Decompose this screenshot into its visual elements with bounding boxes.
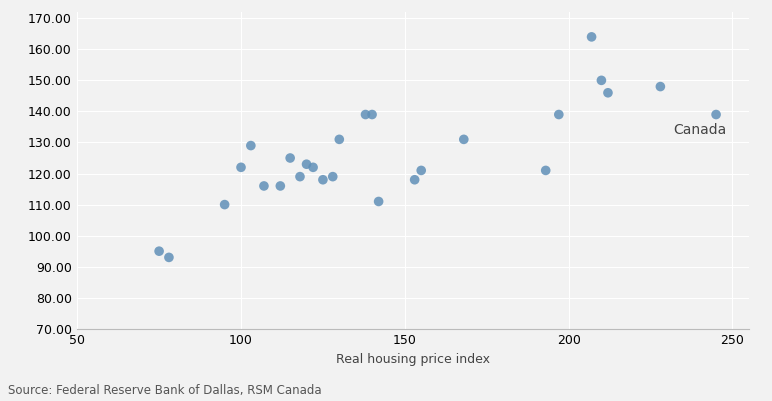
Point [284,155,296,161]
Point [153,248,165,254]
Point [595,77,608,83]
Point [366,111,378,118]
Point [163,254,175,261]
Point [218,201,231,208]
Point [300,161,313,168]
Point [540,167,552,174]
Point [294,173,306,180]
Point [553,111,565,118]
Point [654,83,666,90]
Text: Source: Federal Reserve Bank of Dallas, RSM Canada: Source: Federal Reserve Bank of Dallas, … [8,384,321,397]
Point [235,164,247,170]
Point [317,176,329,183]
Text: Canada: Canada [673,123,726,137]
Point [334,136,346,143]
Point [415,167,428,174]
Point [307,164,320,170]
Point [258,183,270,189]
Point [274,183,286,189]
Point [710,111,723,118]
X-axis label: Real housing price index: Real housing price index [336,353,490,366]
Point [458,136,470,143]
Point [372,198,384,205]
Point [327,173,339,180]
Point [359,111,371,118]
Point [245,142,257,149]
Point [602,89,615,96]
Point [585,34,598,40]
Point [408,176,421,183]
